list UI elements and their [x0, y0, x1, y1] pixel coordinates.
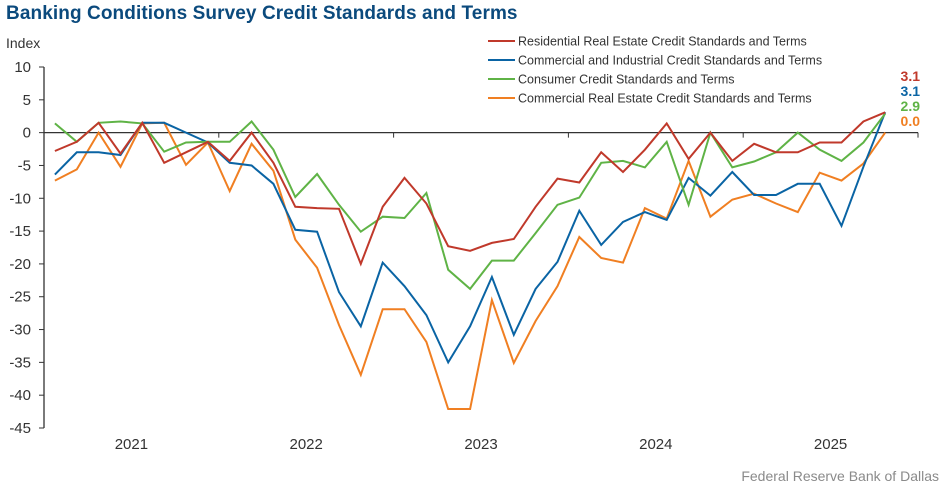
y-tick-label: -20 — [9, 256, 31, 273]
axes: 10 5 0 -5 -10 -15 -20 -25 -30 -35 -40 -45 2021 2022 20… — [9, 59, 919, 453]
end-labels: 3.13.12.90.0 — [901, 68, 921, 129]
y-tick-label: 5 — [23, 92, 31, 109]
y-tick-label: -45 — [9, 420, 31, 437]
series-line-3 — [54, 121, 887, 410]
y-tick-label: -10 — [9, 190, 31, 207]
legend-label: Consumer Credit Standards and Terms — [518, 73, 735, 87]
y-tick-label: -15 — [9, 223, 31, 240]
end-value-label: 3.1 — [901, 83, 921, 99]
y-tick-label: -25 — [9, 289, 31, 306]
y-tick-label: -30 — [9, 322, 31, 339]
x-tick-label: 2025 — [814, 436, 847, 453]
y-tick-label: -40 — [9, 387, 31, 404]
end-value-label: 0.0 — [901, 113, 921, 129]
legend-label: Residential Real Estate Credit Standards… — [518, 35, 807, 49]
series-line-0 — [54, 111, 886, 267]
legend: Residential Real Estate Credit Standards… — [488, 35, 822, 106]
chart-title: Banking Conditions Survey Credit Standar… — [6, 3, 518, 24]
y-axis-label: Index — [6, 35, 41, 51]
x-tick-label: 2021 — [115, 436, 148, 453]
series-lines — [54, 111, 887, 410]
series-line-1 — [54, 111, 887, 365]
legend-label: Commercial Real Estate Credit Standards … — [518, 92, 812, 106]
x-tick-label: 2024 — [639, 436, 672, 453]
y-tick-label: -35 — [9, 354, 31, 371]
end-value-label: 2.9 — [901, 98, 921, 114]
y-tick-label: 10 — [14, 59, 31, 76]
x-tick-label: 2022 — [290, 436, 323, 453]
end-value-label: 3.1 — [901, 68, 921, 84]
series-line-2 — [54, 112, 886, 291]
y-tick-label: 0 — [23, 125, 31, 142]
x-tick-label: 2023 — [464, 436, 497, 453]
source-note: Federal Reserve Bank of Dallas — [741, 468, 939, 484]
y-tick-label: -5 — [18, 157, 31, 174]
legend-label: Commercial and Industrial Credit Standar… — [518, 54, 822, 68]
